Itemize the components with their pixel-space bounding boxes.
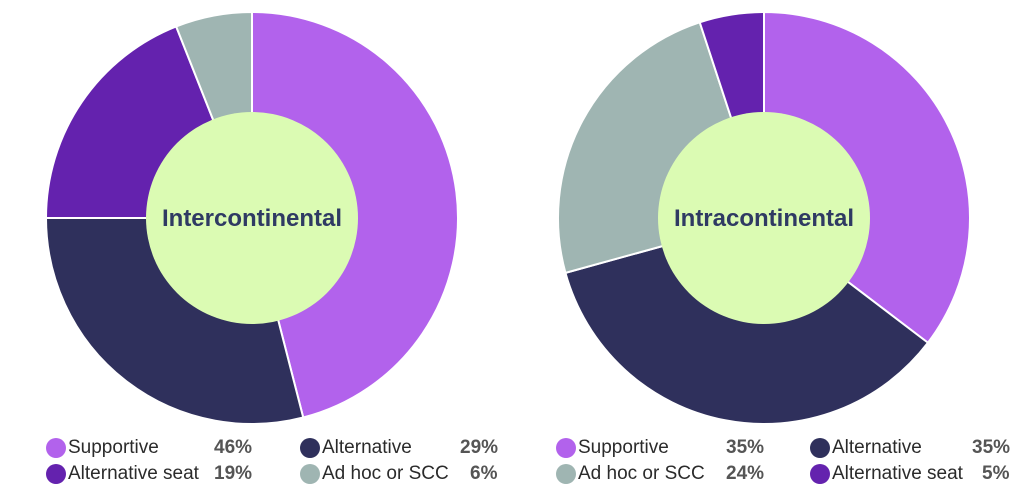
legend-value: 24% bbox=[726, 463, 765, 484]
legend-label: Alternative seat bbox=[68, 463, 199, 484]
pie-slice-supportive bbox=[763, 10, 971, 345]
legend-swatch bbox=[46, 438, 66, 458]
legend-swatch bbox=[810, 438, 830, 458]
intercontinental-legend: Supportive 46% Alternative 29% Alternati… bbox=[0, 432, 512, 496]
legend-swatch bbox=[300, 438, 320, 458]
intercontinental-donut: Intercontinental bbox=[44, 10, 459, 425]
legend-item: Supportive 35% bbox=[556, 434, 764, 462]
legend-swatch bbox=[556, 464, 576, 484]
legend-item: Ad hoc or SCC 24% bbox=[556, 460, 764, 488]
donut-center bbox=[658, 112, 870, 324]
intracontinental-chart: Intracontinental Supportive 35% Alternat… bbox=[512, 0, 1024, 496]
center-label: Intercontinental bbox=[162, 205, 342, 232]
intracontinental-donut: Intracontinental bbox=[557, 10, 971, 425]
legend-label: Alternative bbox=[832, 437, 922, 458]
legend-value: 6% bbox=[470, 463, 498, 484]
legend-value: 35% bbox=[972, 437, 1011, 458]
intercontinental-chart: Intercontinental Supportive 46% Alternat… bbox=[0, 10, 512, 496]
legend-label: Supportive bbox=[68, 437, 159, 458]
legend-swatch bbox=[46, 464, 66, 484]
legend-label: Alternative bbox=[322, 437, 412, 458]
legend-label: Ad hoc or SCC bbox=[322, 463, 449, 484]
legend-value: 19% bbox=[214, 463, 253, 484]
legend-value: 29% bbox=[460, 437, 499, 458]
legend-item: Alternative seat 19% bbox=[46, 460, 252, 488]
intracontinental-legend: Supportive 35% Alternative 35% Ad hoc or… bbox=[512, 432, 1024, 496]
center-label: Intracontinental bbox=[674, 205, 854, 232]
legend-value: 35% bbox=[726, 437, 765, 458]
legend-label: Supportive bbox=[578, 437, 669, 458]
legend-item: Alternative 35% bbox=[810, 434, 1010, 462]
legend-item: Supportive 46% bbox=[46, 434, 252, 462]
legend-item: Alternative seat 5% bbox=[810, 460, 1009, 488]
legend-swatch bbox=[810, 464, 830, 484]
legend-item: Alternative 29% bbox=[300, 434, 498, 462]
legend-swatch bbox=[556, 438, 576, 458]
legend-value: 5% bbox=[982, 463, 1010, 484]
legend-item: Ad hoc or SCC 6% bbox=[300, 460, 497, 488]
legend-swatch bbox=[300, 464, 320, 484]
legend-label: Alternative seat bbox=[832, 463, 963, 484]
donut-center bbox=[146, 112, 358, 324]
legend-value: 46% bbox=[214, 437, 253, 458]
legend-label: Ad hoc or SCC bbox=[578, 463, 705, 484]
